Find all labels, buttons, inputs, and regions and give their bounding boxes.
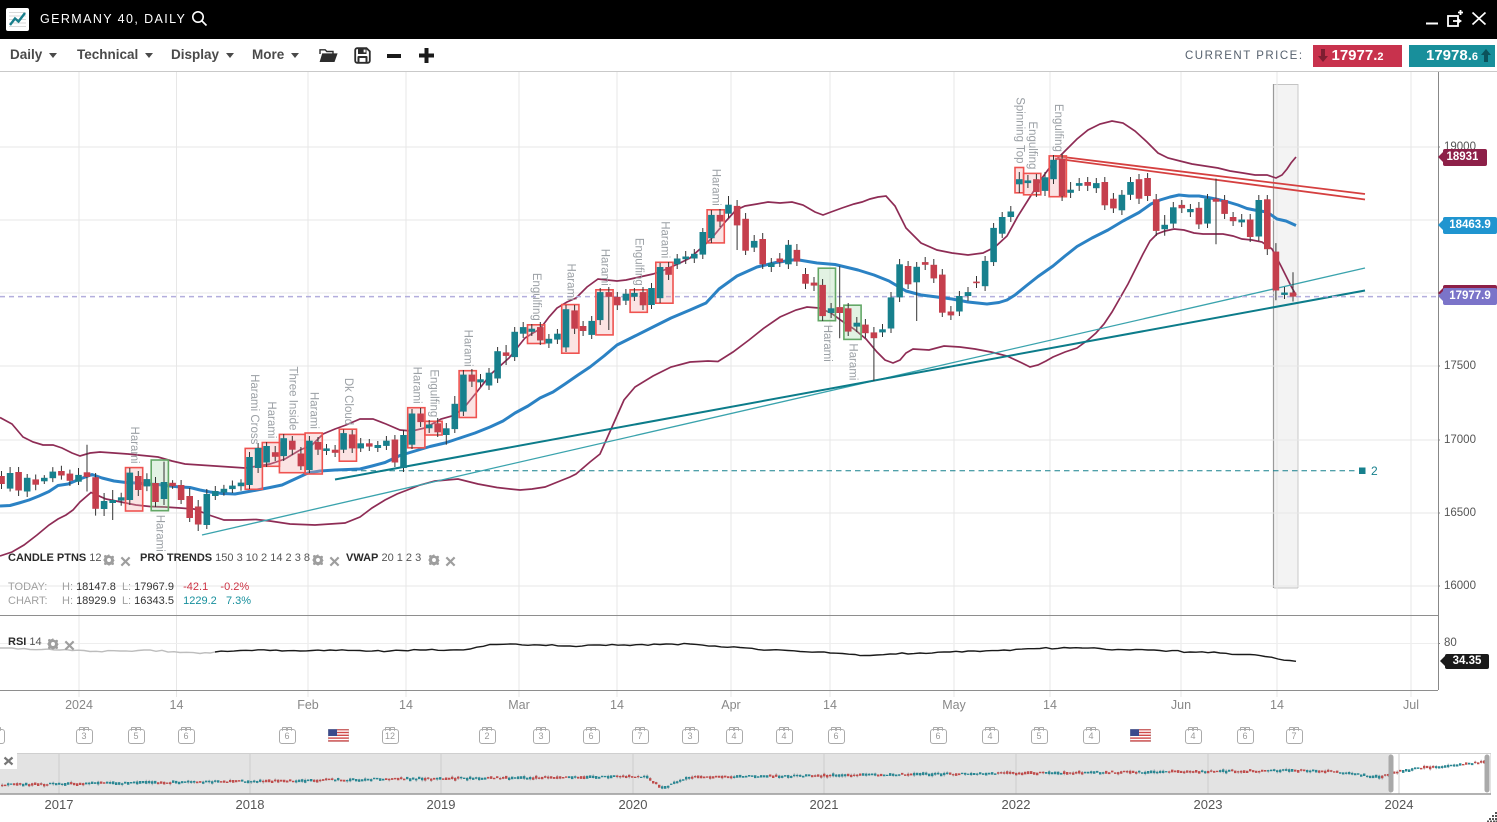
svg-text:Engulfing: Engulfing [530,273,542,321]
svg-text:Engulfing: Engulfing [1052,104,1064,152]
svg-text:Harami: Harami [599,249,611,286]
svg-text:Harami: Harami [154,515,166,552]
svg-text:Engulfing: Engulfing [1026,121,1038,169]
svg-text:Harami: Harami [410,367,422,404]
svg-text:Harami: Harami [710,169,722,206]
svg-text:Harami: Harami [462,330,474,367]
svg-text:Spinning Top: Spinning Top [1013,97,1025,163]
svg-text:Harami: Harami [564,264,576,301]
svg-text:2: 2 [1371,464,1378,478]
svg-text:Harami: Harami [308,392,320,429]
svg-text:Harami: Harami [128,427,140,464]
svg-text:Harami: Harami [265,401,277,438]
svg-text:Harami: Harami [658,221,670,258]
svg-text:Harami Cross: Harami Cross [248,374,260,445]
svg-text:Harami: Harami [821,325,833,362]
svg-text:Dk Cloud: Dk Cloud [342,378,354,425]
svg-text:Engulfing: Engulfing [427,369,439,417]
svg-text:Three Inside: Three Inside [286,366,298,430]
svg-text:Engulfing: Engulfing [633,238,645,286]
svg-text:Harami: Harami [847,343,859,380]
